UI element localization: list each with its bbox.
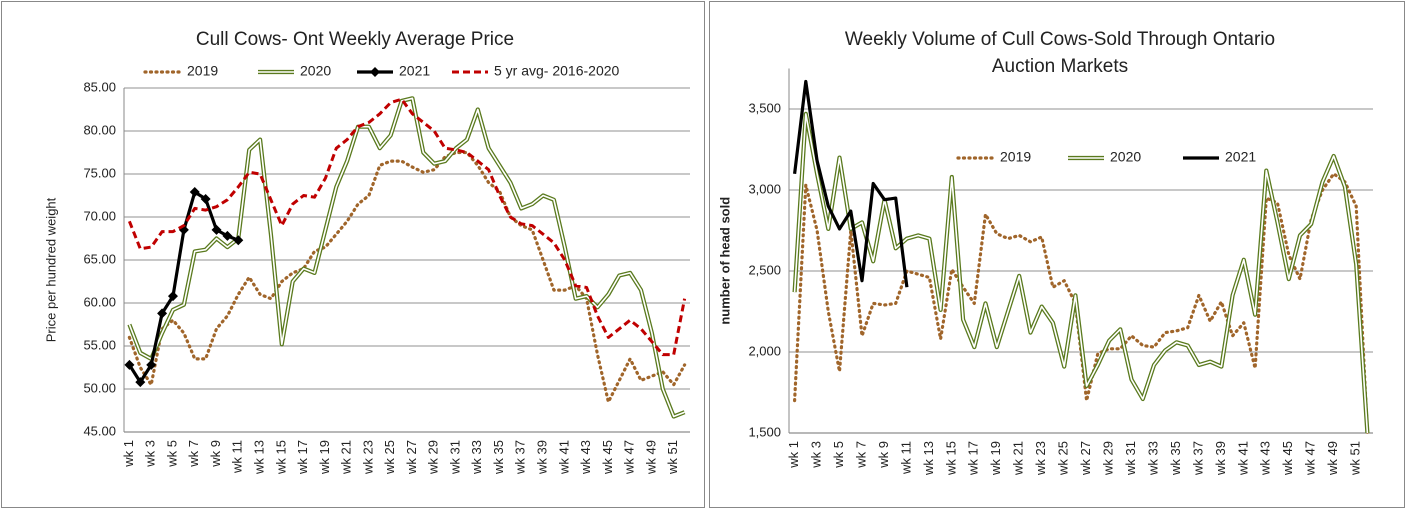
series-line xyxy=(127,150,687,404)
x-tick-label: wk 15 xyxy=(943,441,958,476)
y-axis-label: Price per hundred weight xyxy=(43,197,58,342)
data-marker xyxy=(157,308,168,319)
legend-label: 2021 xyxy=(399,63,430,79)
series-line xyxy=(793,172,1369,435)
legend-label: 2020 xyxy=(300,63,331,79)
x-tick-label: wk 7 xyxy=(186,440,201,468)
x-tick-label: wk 39 xyxy=(1213,441,1228,476)
series-line-inner xyxy=(793,113,1369,434)
data-marker xyxy=(135,377,146,388)
x-tick-label: wk 35 xyxy=(1168,441,1183,476)
x-tick-label: wk 9 xyxy=(876,441,891,469)
x-tick-label: wk 25 xyxy=(382,440,397,475)
x-tick-label: wk 47 xyxy=(622,440,637,475)
y-tick-label: 65.00 xyxy=(83,251,116,266)
y-tick-label: 3,500 xyxy=(748,100,781,115)
y-tick-label: 75.00 xyxy=(83,165,116,180)
x-tick-label: wk 51 xyxy=(665,440,680,475)
y-tick-label: 2,000 xyxy=(748,343,781,358)
x-tick-label: wk 41 xyxy=(556,440,571,475)
data-marker xyxy=(222,230,233,241)
x-tick-label: wk 11 xyxy=(898,441,913,475)
x-tick-label: wk 31 xyxy=(447,440,462,475)
x-tick-label: wk 45 xyxy=(600,440,615,475)
x-tick-label: wk 7 xyxy=(853,441,868,469)
x-tick-label: wk 13 xyxy=(921,441,936,476)
x-tick-label: wk 51 xyxy=(1348,441,1363,476)
x-tick-label: wk 37 xyxy=(513,440,528,475)
x-tick-label: wk 33 xyxy=(469,440,484,475)
x-tick-label: wk 1 xyxy=(121,440,136,468)
series-line xyxy=(793,79,909,288)
y-tick-label: 55.00 xyxy=(83,337,116,352)
x-tick-label: wk 23 xyxy=(360,440,375,475)
data-marker xyxy=(167,291,178,302)
x-tick-label: wk 31 xyxy=(1123,441,1138,476)
x-tick-label: wk 37 xyxy=(1190,441,1205,476)
x-tick-label: wk 9 xyxy=(208,440,223,468)
x-tick-label: wk 41 xyxy=(1235,441,1250,476)
series-line xyxy=(128,97,687,357)
legend-label: 2019 xyxy=(187,63,218,79)
chart-title: Cull Cows- Ont Weekly Average Price xyxy=(196,29,514,50)
y-tick-label: 85.00 xyxy=(83,79,116,94)
y-tick-label: 3,000 xyxy=(748,181,781,196)
x-tick-label: wk 19 xyxy=(988,441,1003,476)
x-tick-label: wk 35 xyxy=(491,440,506,475)
x-tick-label: wk 3 xyxy=(143,440,158,468)
x-tick-label: wk 23 xyxy=(1033,441,1048,476)
x-tick-label: wk 43 xyxy=(1258,441,1273,476)
y-tick-label: 2,500 xyxy=(748,262,781,277)
x-tick-label: wk 21 xyxy=(1011,441,1026,476)
data-marker xyxy=(211,224,222,235)
y-tick-label: 70.00 xyxy=(83,208,116,223)
x-tick-label: wk 17 xyxy=(966,441,981,476)
x-tick-label: wk 11 xyxy=(230,440,245,474)
x-tick-label: wk 43 xyxy=(578,440,593,475)
legend-label: 2021 xyxy=(1225,149,1256,165)
legend-label: 5 yr avg- 2016-2020 xyxy=(494,63,620,79)
y-tick-label: 1,500 xyxy=(748,424,781,439)
x-tick-label: wk 49 xyxy=(643,440,658,475)
x-tick-label: wk 45 xyxy=(1280,441,1295,476)
chart-title: Auction Markets xyxy=(992,56,1128,77)
x-tick-label: wk 19 xyxy=(317,440,332,475)
data-marker xyxy=(189,187,200,198)
panel-border xyxy=(709,1,1405,508)
y-tick-label: 50.00 xyxy=(83,380,116,395)
legend-label: 2020 xyxy=(1110,149,1141,165)
legend-marker xyxy=(370,67,380,77)
x-tick-label: wk 27 xyxy=(404,440,419,475)
x-tick-label: wk 27 xyxy=(1078,441,1093,476)
panel-border xyxy=(1,1,705,508)
x-tick-label: wk 17 xyxy=(295,440,310,475)
x-tick-label: wk 25 xyxy=(1056,441,1071,476)
x-tick-label: wk 3 xyxy=(809,441,824,469)
y-tick-label: 45.00 xyxy=(83,423,116,438)
data-marker xyxy=(124,359,135,370)
x-tick-label: wk 39 xyxy=(534,440,549,475)
y-axis-label: number of head sold xyxy=(717,197,732,325)
chart-title: Weekly Volume of Cull Cows-Sold Through … xyxy=(845,29,1275,50)
x-tick-label: wk 5 xyxy=(164,440,179,468)
legend-label: 2019 xyxy=(1000,149,1031,165)
x-tick-label: wk 5 xyxy=(831,441,846,469)
y-tick-label: 80.00 xyxy=(83,122,116,137)
y-tick-label: 60.00 xyxy=(83,294,116,309)
data-marker xyxy=(233,235,244,246)
data-marker xyxy=(200,193,211,204)
x-tick-label: wk 21 xyxy=(339,440,354,475)
x-tick-label: wk 33 xyxy=(1145,441,1160,476)
data-marker xyxy=(146,359,157,370)
x-tick-label: wk 47 xyxy=(1303,441,1318,476)
x-tick-label: wk 29 xyxy=(426,440,441,475)
x-tick-label: wk 49 xyxy=(1325,441,1340,476)
x-tick-label: wk 1 xyxy=(786,441,801,469)
x-tick-label: wk 29 xyxy=(1101,441,1116,476)
x-tick-label: wk 13 xyxy=(251,440,266,475)
x-tick-label: wk 15 xyxy=(273,440,288,475)
